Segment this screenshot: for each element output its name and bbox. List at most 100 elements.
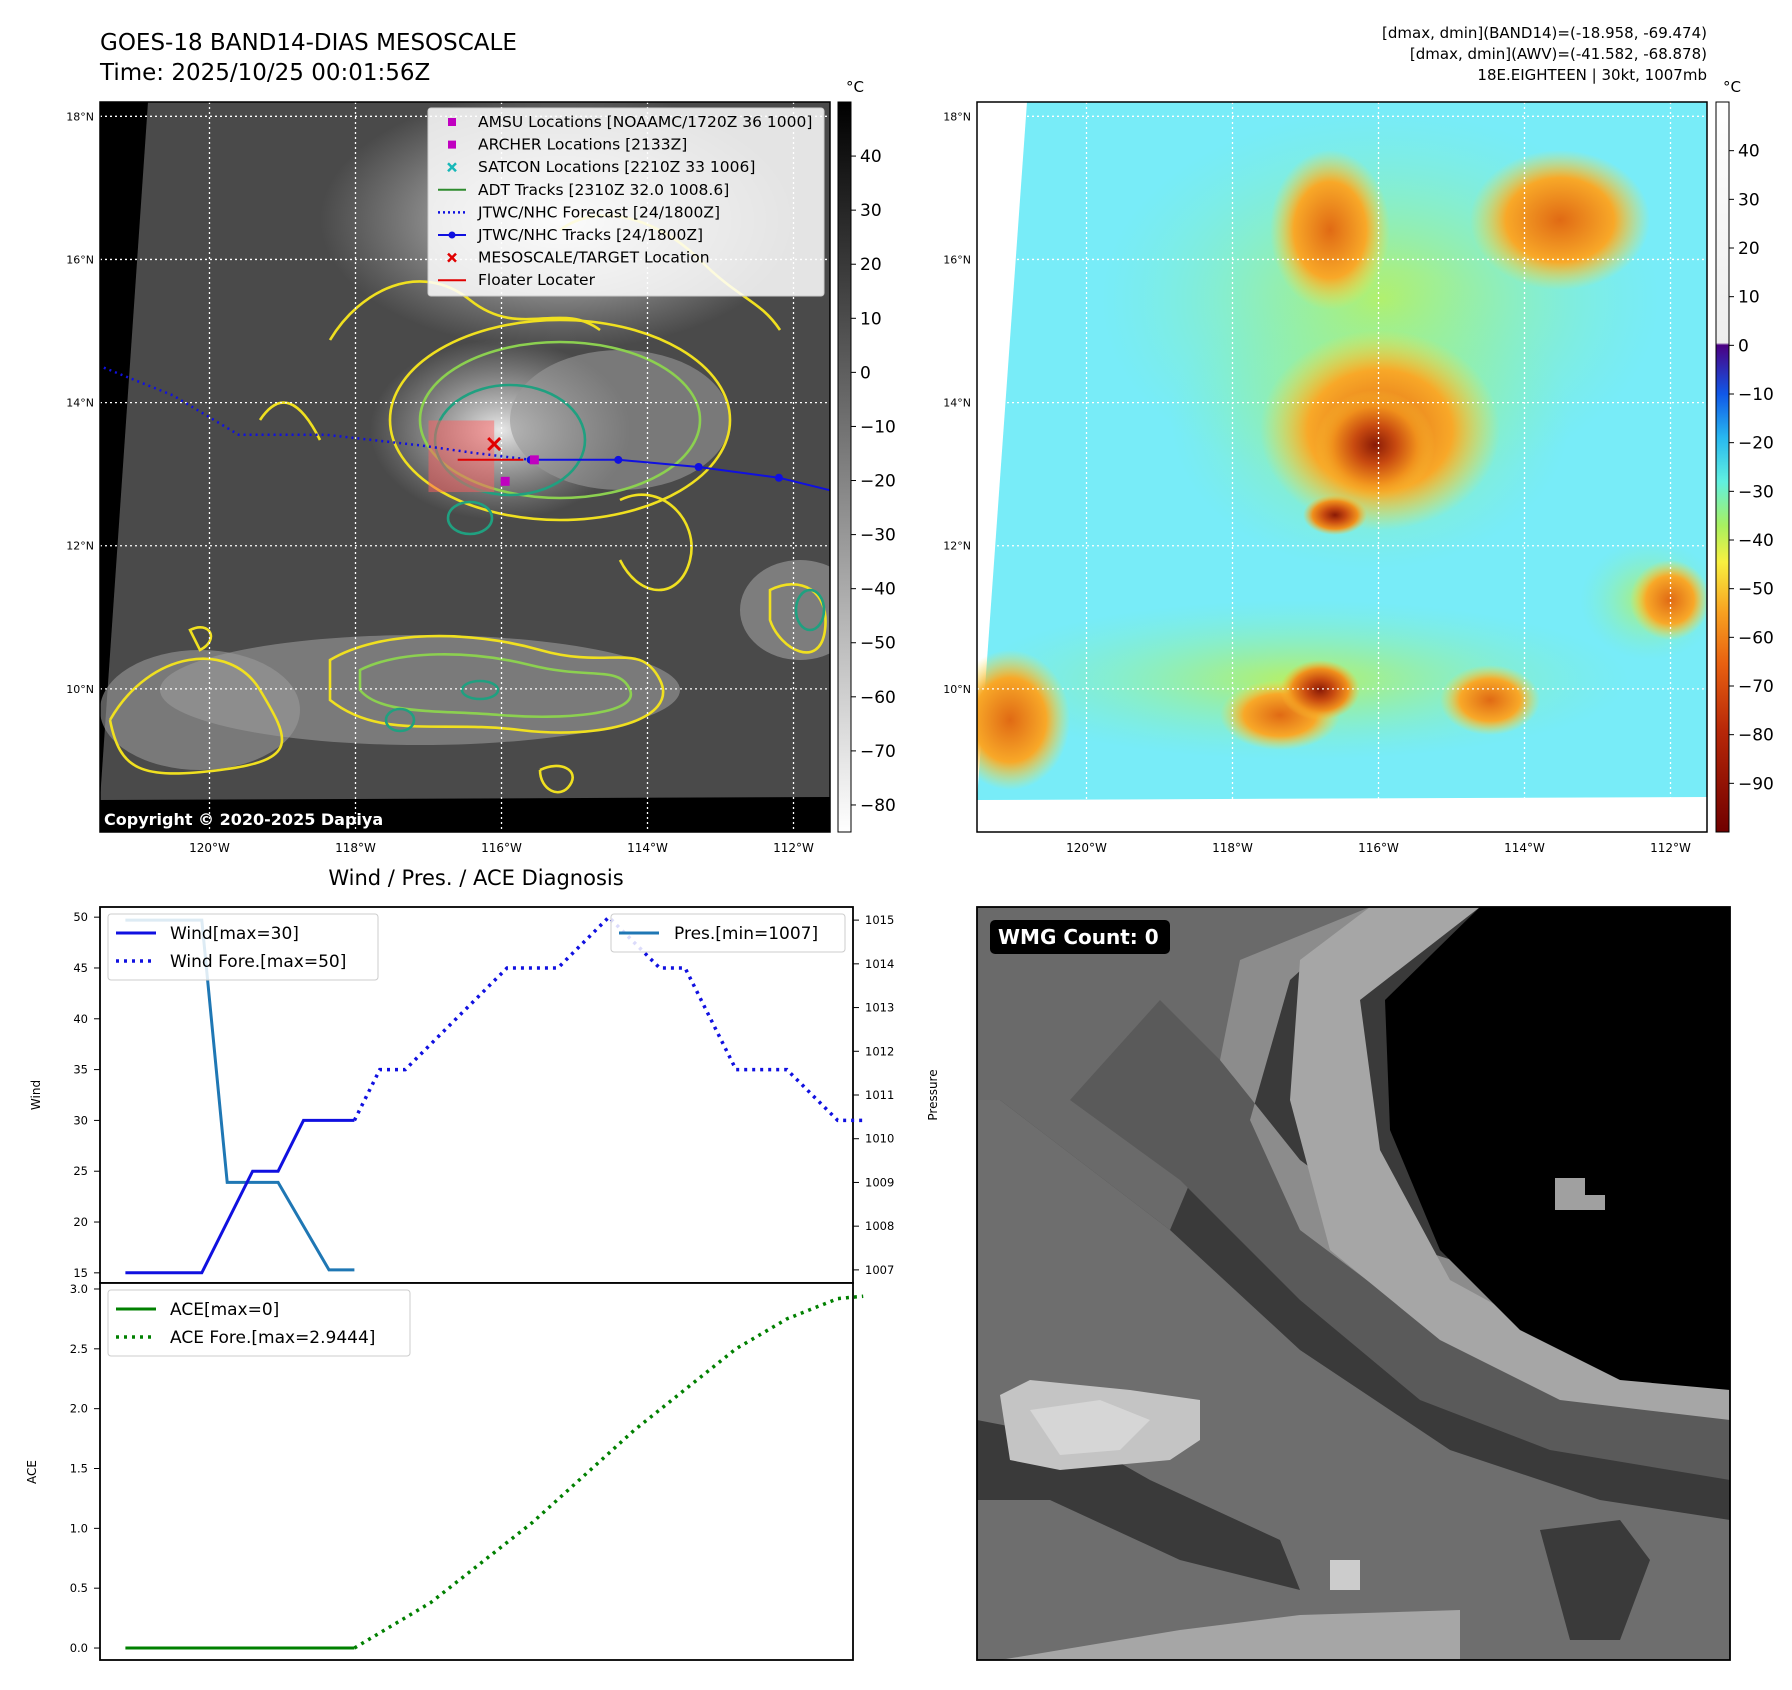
awv-cell-sw (977, 650, 1070, 790)
legend-wind-label: Wind[max=30] (170, 924, 299, 944)
awv-lat-label: 12°N (943, 540, 971, 553)
awv-lon-label: 114°W (1504, 841, 1545, 855)
wind-legend: Wind[max=30] Wind Fore.[max=50] (107, 913, 379, 981)
legend-label: ADT Tracks [2310Z 32.0 1008.6] (478, 181, 729, 199)
pressure-tick-label: 1014 (865, 957, 894, 971)
ace-tick-label: 1.0 (70, 1521, 88, 1535)
ace-tick-label: 0.5 (70, 1581, 88, 1595)
wmg-frame (976, 906, 1731, 1661)
wmg-zone-light (1290, 907, 1730, 1420)
map-frame (99, 101, 831, 833)
contour-yellow-sw (108, 657, 284, 775)
awv-lon-labels: 120°W 118°W 116°W 114°W 112°W (1066, 841, 1691, 855)
awv-lon-label: 120°W (1066, 841, 1107, 855)
pressure-axis-label: Pressure (926, 1069, 940, 1120)
ace-axis-ticks: 0.0 0.5 1.0 1.5 2.0 2.5 3.0 (70, 1282, 100, 1655)
gray-colorbar-ticks: 40 30 20 10 0 −10 −20 −30 −40 −50 −60 −70 −80 (851, 147, 896, 816)
wmg-count-label: WMG Count: 0 (998, 925, 1159, 949)
colorbar-tick-label: −90 (1738, 774, 1774, 794)
colorbar-tick-label: −30 (1738, 482, 1774, 502)
wind-axis-label: Wind (29, 1080, 43, 1110)
pressure-legend-box (610, 913, 846, 953)
awv-cell-s2 (1280, 660, 1360, 720)
contour-yellow-south (328, 634, 665, 734)
contour-yellow-far-sw (188, 626, 213, 652)
pressure-legend: Pres.[min=1007] (610, 913, 846, 953)
target-x-marker (487, 437, 502, 452)
legend-label: Floater Locater (478, 271, 596, 289)
track-point (614, 455, 623, 464)
colorbar-tick-label: 30 (1738, 190, 1760, 210)
color-colorbar-bar (1715, 101, 1730, 833)
wmg-dark-spot (1540, 1520, 1650, 1640)
grayscale-colorbar: °C 40 30 20 10 0 −10 −20 −30 −40 −50 −60 −70 −80 (837, 78, 896, 833)
wmg-white-speck (1330, 1560, 1360, 1590)
wind-tick-label: 30 (73, 1113, 88, 1127)
diagnosis-title: Wind / Pres. / ACE Diagnosis (328, 866, 623, 890)
pressure-tick-label: 1007 (865, 1263, 894, 1277)
wmg-count-badge (990, 920, 1170, 954)
map-lon-labels: 120°W 118°W 116°W 114°W 112°W (189, 841, 814, 855)
awv-core-south (1303, 495, 1367, 535)
colorbar-tick-label: −70 (1738, 677, 1774, 697)
stats-band14: [dmax, dmin](BAND14)=(-18.958, -69.474) (1382, 24, 1707, 42)
pressure-tick-label: 1008 (865, 1219, 894, 1233)
legend-label: MESOSCALE/TARGET Location (478, 249, 710, 267)
wind-tick-label: 50 (73, 910, 88, 924)
wmg-speck (1555, 1178, 1605, 1210)
colorbar-tick-label: −20 (860, 472, 896, 492)
contour-teal-south (446, 500, 494, 536)
awv-core (1315, 390, 1435, 500)
floater-locater-box (428, 420, 495, 493)
contour-yellow-bottom (538, 764, 574, 794)
legend-marker-x (447, 252, 457, 263)
legend-label: ARCHER Locations [2133Z] (478, 136, 687, 154)
map-lat-labels: 18°N 16°N 14°N 12°N 10°N (66, 110, 94, 696)
awv-lat-label: 18°N (943, 110, 971, 123)
colorbar-tick-label: 40 (860, 147, 882, 167)
ir-lat-label: 16°N (66, 253, 94, 266)
contour-green-south (358, 653, 633, 719)
colorbar-tick-label: 40 (1738, 142, 1760, 162)
legend-items: AMSU Locations [NOAAMC/1720Z 36 1000] ARC… (438, 113, 812, 289)
wind-tick-label: 20 (73, 1215, 88, 1229)
legend-marker-x (447, 162, 457, 173)
cloud-cluster-sw (100, 650, 300, 770)
gray-colorbar-bar (837, 101, 852, 833)
colorbar-tick-label: −40 (1738, 531, 1774, 551)
cloud-band-east (510, 350, 730, 490)
pressure-tick-label: 1013 (865, 1001, 894, 1015)
colorbar-tick-label: −80 (1738, 726, 1774, 746)
archer-marker (500, 476, 510, 486)
ir-lat-label: 12°N (66, 540, 94, 553)
awv-map-frame (976, 101, 1708, 833)
legend-pres-label: Pres.[min=1007] (674, 924, 818, 944)
colorbar-tick-label: 0 (860, 363, 871, 383)
ir-lon-label: 112°W (773, 841, 814, 855)
legend: AMSU Locations [NOAAMC/1720Z 36 1000] ARC… (427, 107, 825, 297)
color-colorbar-ticks: 40 30 20 10 0 −10 −20 −30 −40 −50 −60 −70 −80 −90 (1729, 142, 1774, 794)
figure-title: GOES-18 BAND14-DIAS MESOSCALE (100, 30, 517, 56)
gray-colorbar-unit: °C (846, 78, 864, 96)
ir-lon-label: 116°W (481, 841, 522, 855)
colorbar-tick-label: 10 (1738, 288, 1760, 308)
awv-lon-label: 112°W (1650, 841, 1691, 855)
ace-tick-label: 2.0 (70, 1402, 88, 1416)
amsu-marker (529, 455, 539, 465)
ace-legend: ACE[max=0] ACE Fore.[max=2.9444] (107, 1289, 411, 1357)
contour-teal-s (460, 679, 500, 701)
awv-lon-label: 118°W (1212, 841, 1253, 855)
wind-tick-label: 45 (73, 961, 88, 975)
awv-cell-sse (1440, 665, 1540, 735)
ir-grayscale-map: Copyright © 2020-2025 Dapiya AMSU Locati… (66, 101, 831, 855)
legend-label: JTWC/NHC Tracks [24/1800Z] (477, 226, 703, 244)
colorbar-tick-label: −10 (1738, 385, 1774, 405)
contour-yellow-se (768, 583, 827, 654)
contour-yellow-east (618, 493, 693, 592)
legend-label: JTWC/NHC Forecast [24/1800Z] (477, 203, 720, 221)
colorbar-tick-label: −50 (1738, 580, 1774, 600)
ir-lon-label: 118°W (335, 841, 376, 855)
colorbar-tick-label: −20 (1738, 434, 1774, 454)
colorbar-tick-label: 10 (860, 309, 882, 329)
